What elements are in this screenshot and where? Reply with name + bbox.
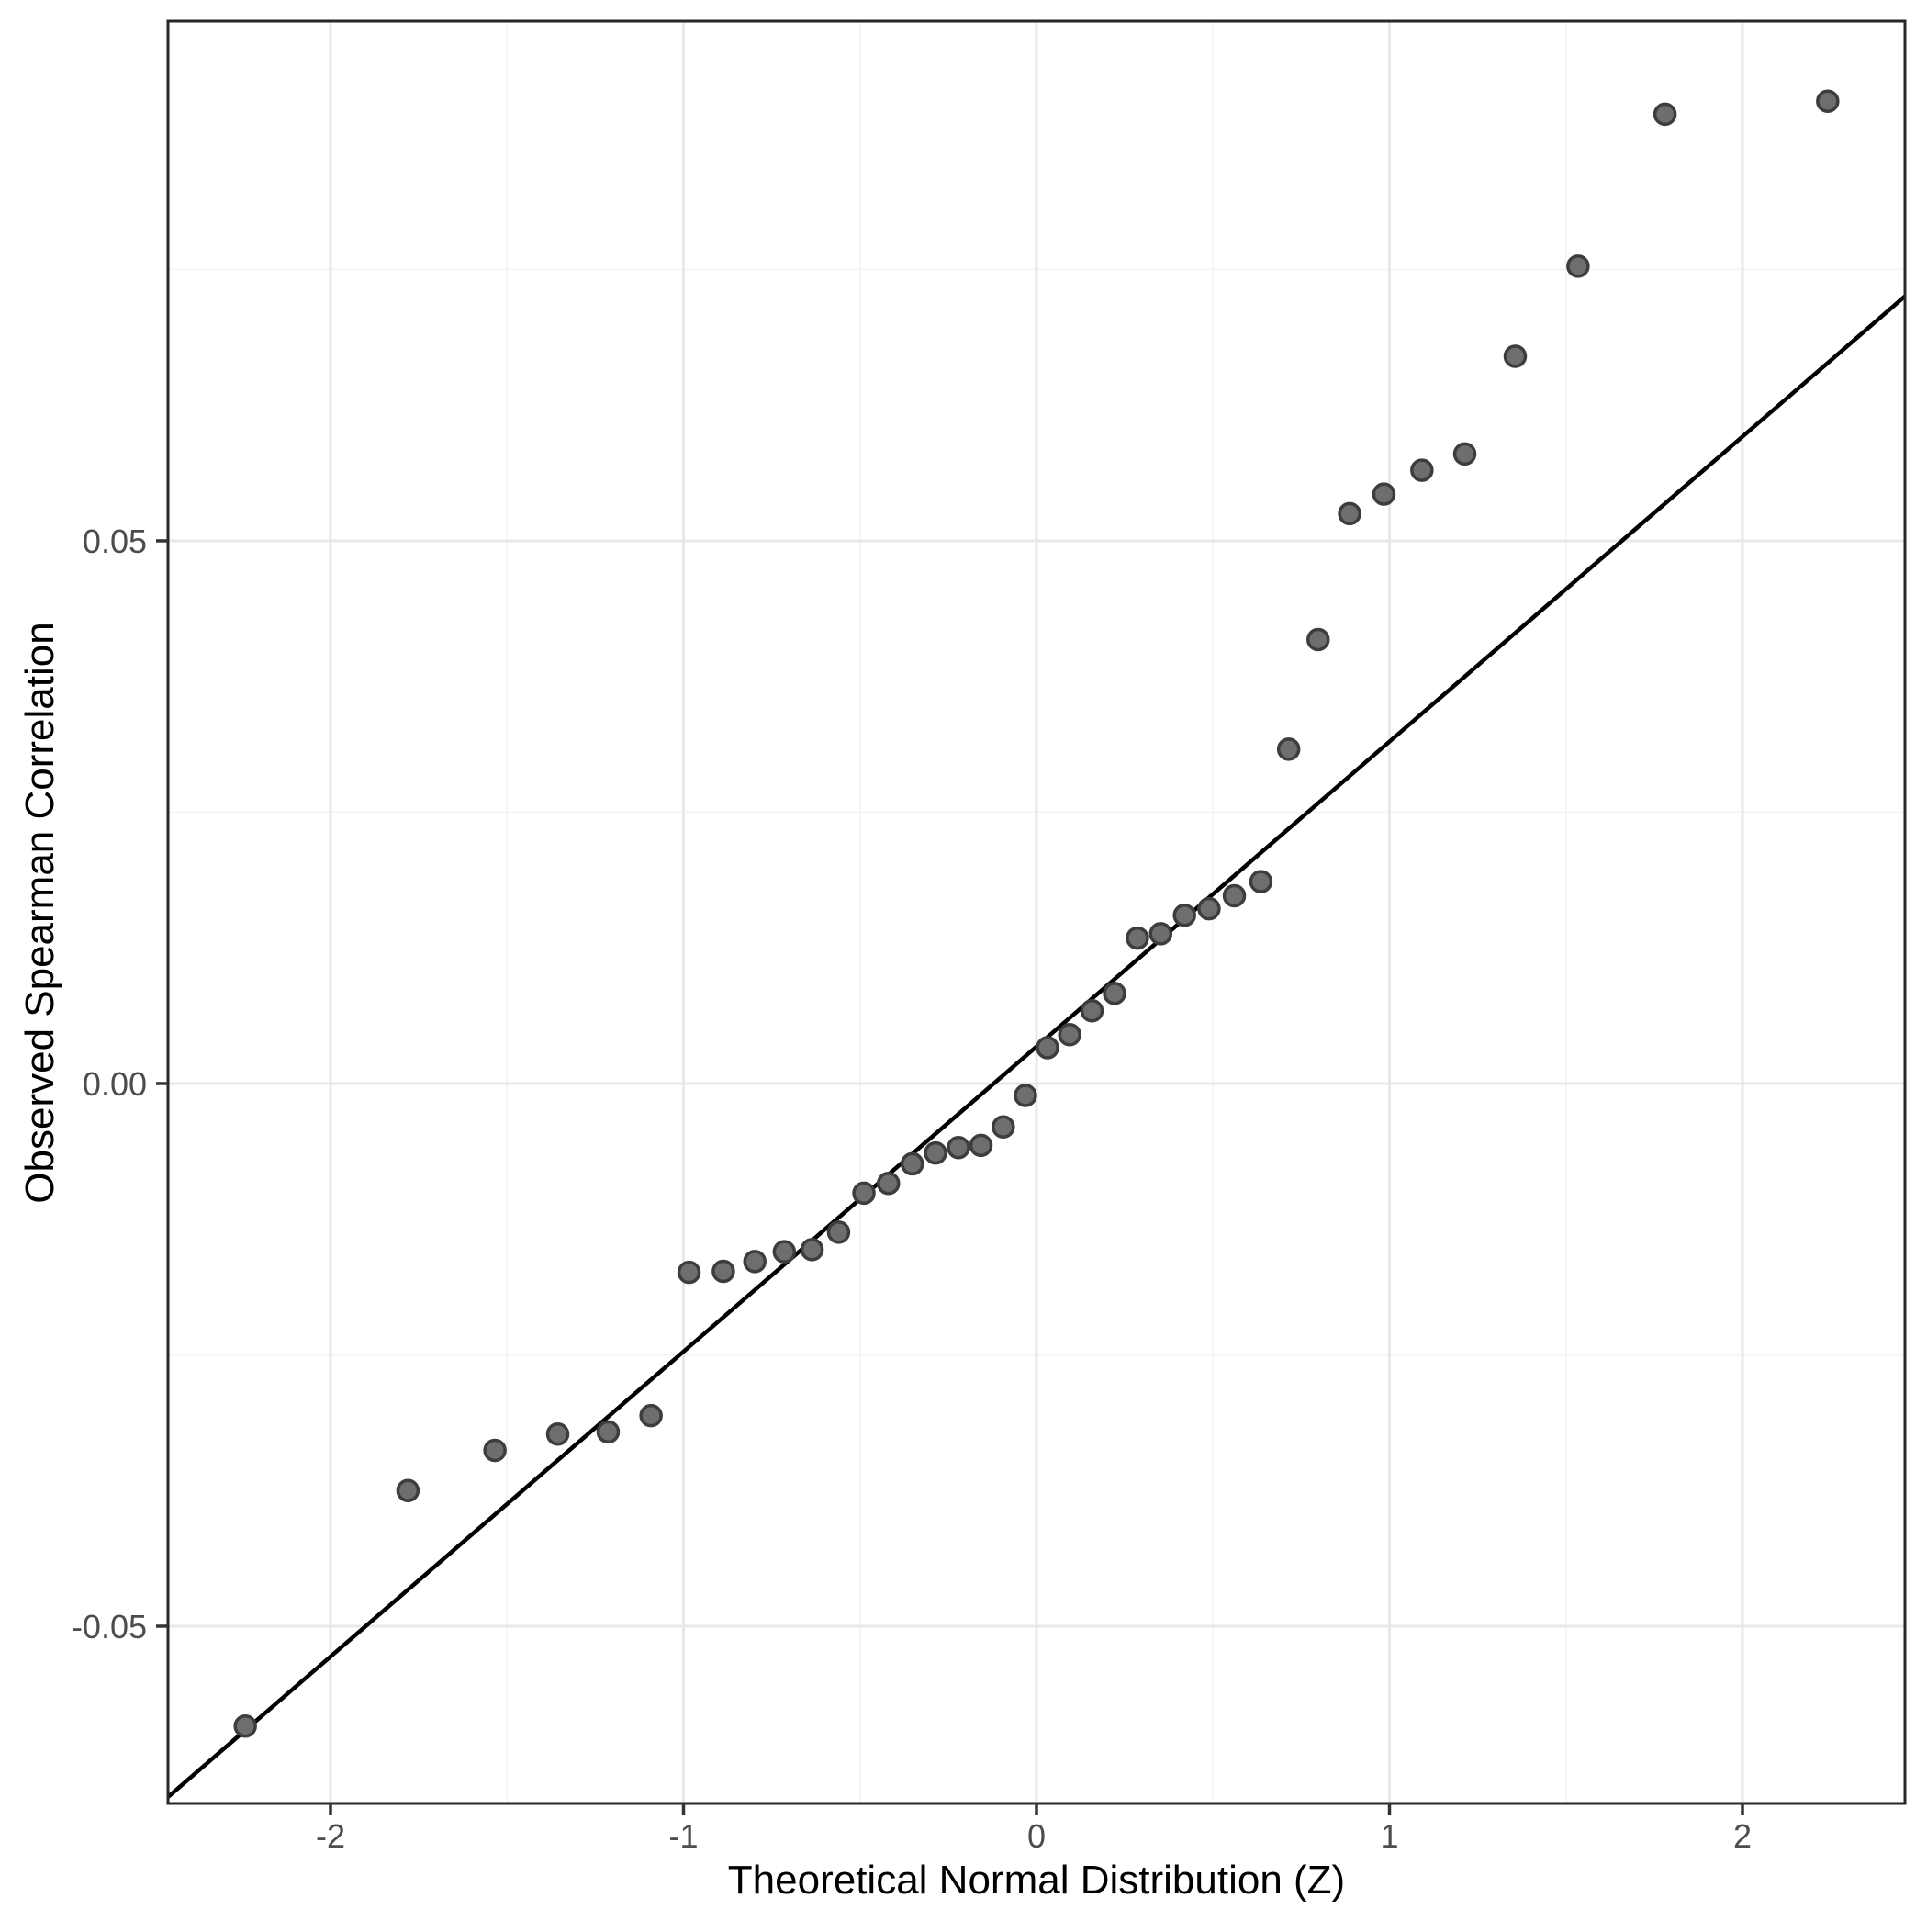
scatter-point bbox=[545, 1422, 570, 1446]
scatter-point bbox=[1080, 999, 1104, 1023]
scatter-point bbox=[1148, 922, 1173, 946]
x-tick-label: 2 bbox=[1733, 1817, 1752, 1855]
axis-ticks-group bbox=[156, 539, 1744, 1815]
scatter-point bbox=[1036, 1036, 1059, 1060]
scatter-point bbox=[1566, 254, 1590, 278]
scatter-point bbox=[969, 1133, 993, 1158]
tick-labels-group: -2 -1 0 1 2 0.05 0.00 -0.05 bbox=[72, 522, 1752, 1855]
scatter-point bbox=[1372, 482, 1396, 506]
scatter-point bbox=[900, 1151, 924, 1176]
scatter-point bbox=[483, 1438, 507, 1463]
x-tick-label: 0 bbox=[1027, 1817, 1046, 1855]
y-tick-label: 0.05 bbox=[83, 522, 147, 560]
scatter-point bbox=[1276, 737, 1301, 761]
scatter-point bbox=[1653, 102, 1677, 127]
scatter-point bbox=[1249, 870, 1273, 893]
scatter-point bbox=[1338, 501, 1361, 526]
scatter-point bbox=[1410, 458, 1434, 482]
major-gridlines bbox=[168, 21, 1905, 1803]
y-axis-title: Observed Spearman Correlation bbox=[17, 622, 62, 1203]
scatter-point bbox=[1014, 1084, 1037, 1107]
scatter-point bbox=[596, 1420, 621, 1444]
scatter-point bbox=[992, 1115, 1015, 1139]
scatter-point bbox=[826, 1220, 851, 1244]
scatter-point bbox=[233, 1713, 257, 1738]
scatter-point bbox=[1197, 896, 1221, 921]
scatter-point bbox=[1306, 627, 1330, 652]
scatter-point bbox=[1816, 89, 1840, 113]
scatter-point bbox=[852, 1181, 876, 1206]
y-tick-label: 0.00 bbox=[83, 1065, 147, 1103]
scatter-points-group bbox=[233, 89, 1840, 1738]
scatter-point bbox=[743, 1250, 767, 1274]
scatter-point bbox=[1172, 904, 1196, 927]
scatter-point bbox=[1126, 926, 1149, 950]
x-tick-label: -1 bbox=[668, 1817, 698, 1855]
x-tick-label: -2 bbox=[316, 1817, 345, 1855]
scatter-point bbox=[1222, 883, 1247, 908]
scatter-point bbox=[1058, 1023, 1081, 1047]
scatter-point bbox=[947, 1135, 970, 1160]
scatter-point bbox=[800, 1238, 824, 1262]
x-tick-label: 1 bbox=[1380, 1817, 1398, 1855]
scatter-point bbox=[639, 1403, 663, 1428]
scatter-point bbox=[1452, 442, 1477, 466]
scatter-point bbox=[677, 1260, 701, 1285]
scatter-point bbox=[1503, 344, 1528, 368]
scatter-point bbox=[711, 1259, 735, 1284]
scatter-point bbox=[924, 1140, 947, 1165]
scatter-point bbox=[396, 1478, 420, 1502]
scatter-point bbox=[877, 1171, 901, 1196]
x-axis-title: Theoretical Normal Distribution (Z) bbox=[728, 1858, 1345, 1903]
scatter-point bbox=[1103, 982, 1126, 1005]
y-tick-label: -0.05 bbox=[72, 1608, 147, 1646]
scatter-point bbox=[772, 1240, 797, 1264]
